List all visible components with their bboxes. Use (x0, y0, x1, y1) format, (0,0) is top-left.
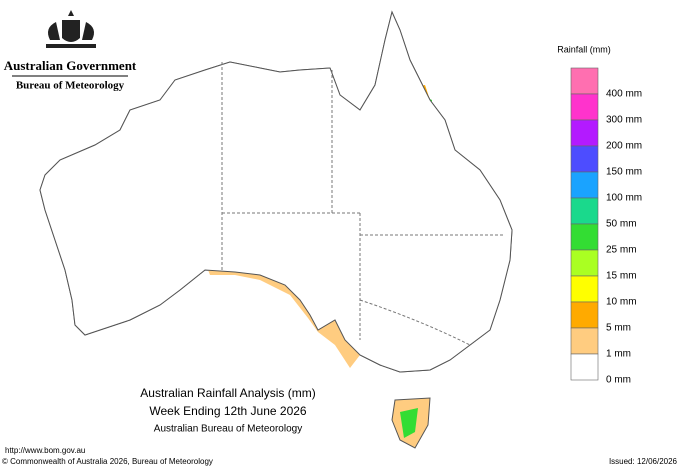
legend-swatch (570, 145, 599, 173)
legend-label: 15 mm (606, 271, 637, 282)
footer-url: http://www.bom.gov.au (5, 446, 85, 455)
legend-swatch (570, 223, 599, 251)
map-source: Australian Bureau of Meteorology (154, 424, 302, 435)
legend-swatch (570, 197, 599, 225)
map-subtitle: Week Ending 12th June 2026 (149, 404, 307, 418)
footer-issued: Issued: 12/06/2026 (609, 457, 678, 466)
coat-of-arms (46, 10, 96, 48)
legend-label: 100 mm (606, 193, 642, 204)
legend-label: 10 mm (606, 297, 637, 308)
legend-swatch (570, 327, 599, 355)
legend-label: 1 mm (606, 349, 631, 360)
legend-swatch (570, 119, 599, 147)
legend-title: Rainfall (mm) (557, 44, 611, 54)
legend-label: 25 mm (606, 245, 637, 256)
legend-swatch (570, 275, 599, 303)
legend-swatch (570, 171, 599, 199)
legend-swatch (570, 249, 599, 277)
legend-label: 200 mm (606, 141, 642, 152)
legend-label: 300 mm (606, 115, 642, 126)
legend-label: 150 mm (606, 167, 642, 178)
government-name: Australian Government (4, 58, 137, 73)
legend: Rainfall (mm) 400 mm 300 mm 200 mm 150 mm 10… (557, 44, 642, 385)
state-border (359, 299, 471, 346)
legend-label: 400 mm (606, 89, 642, 100)
map (39, 10, 513, 449)
legend-swatch (570, 353, 599, 381)
bureau-name: Bureau of Meteorology (16, 80, 125, 92)
rain-area (400, 408, 418, 438)
legend-swatch (570, 67, 599, 95)
legend-label: 50 mm (606, 219, 637, 230)
legend-swatch (570, 301, 599, 329)
legend-label: 5 mm (606, 323, 631, 334)
legend-label: 0 mm (606, 375, 631, 386)
map-title: Australian Rainfall Analysis (mm) (140, 386, 315, 400)
footer-copyright: © Commonwealth of Australia 2026, Bureau… (2, 457, 213, 466)
legend-swatch (570, 93, 599, 121)
